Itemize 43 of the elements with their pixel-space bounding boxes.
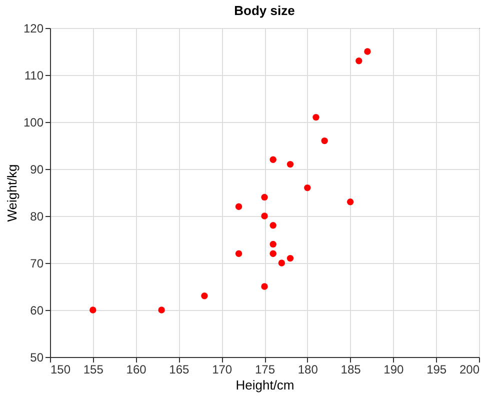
y-tick-label: 110 xyxy=(24,68,44,82)
y-tick-label: 100 xyxy=(23,116,44,130)
x-tick-label: 185 xyxy=(340,362,362,376)
x-tick-label: 200 xyxy=(459,362,480,376)
x-axis-title: Height/cm xyxy=(236,378,294,392)
y-tick-label: 120 xyxy=(23,22,44,36)
point xyxy=(356,58,362,64)
point xyxy=(278,260,286,266)
y-tick-label: 50 xyxy=(30,350,44,364)
point xyxy=(286,160,294,168)
x-tick-label: 195 xyxy=(426,362,447,376)
point xyxy=(321,137,328,144)
x-tick-label: 175 xyxy=(254,362,276,376)
point xyxy=(364,48,371,55)
x-tick-label: 155 xyxy=(83,362,104,376)
point xyxy=(261,283,268,290)
x-tick-label: 180 xyxy=(298,362,318,376)
point xyxy=(235,203,242,210)
point xyxy=(270,222,276,229)
y-axis-title: Weight/kg xyxy=(4,164,20,222)
point xyxy=(346,198,354,206)
point xyxy=(261,212,268,220)
x-tick-label: 150 xyxy=(50,362,71,376)
x-tick-label: 190 xyxy=(384,362,404,376)
point xyxy=(270,156,276,163)
point xyxy=(312,114,320,121)
point xyxy=(158,306,165,314)
point xyxy=(261,194,268,201)
point xyxy=(235,250,242,257)
point xyxy=(304,184,311,192)
x-tick-label: 165 xyxy=(169,362,190,376)
x-tick-label: 170 xyxy=(212,362,232,376)
point xyxy=(201,292,208,300)
y-tick-label: 60 xyxy=(30,304,44,318)
point xyxy=(270,250,276,257)
point xyxy=(270,240,276,248)
y-tick-label: 90 xyxy=(30,162,44,176)
point xyxy=(90,306,96,314)
y-tick-label: 70 xyxy=(30,256,44,270)
x-tick-label: 160 xyxy=(126,362,147,376)
chart-title: Body size xyxy=(234,3,295,18)
point xyxy=(286,254,294,262)
y-tick-label: 80 xyxy=(30,210,44,224)
